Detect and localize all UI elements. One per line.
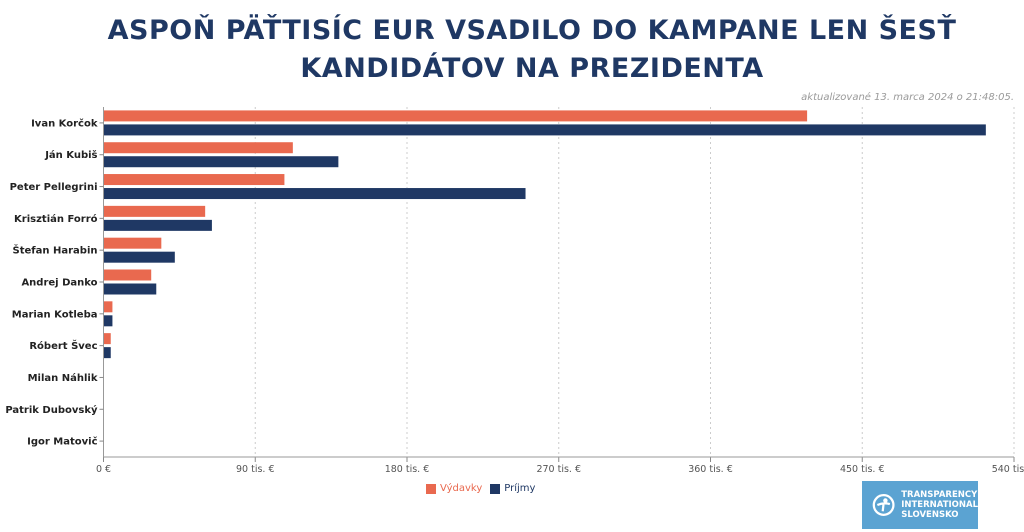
category-label: Milan Náhlik — [28, 372, 98, 384]
globe-figure-icon — [872, 494, 895, 516]
bar-prijmy — [104, 188, 526, 200]
bar-vydavky — [104, 237, 162, 249]
x-tick-label: 360 tis. € — [688, 464, 733, 475]
bar-prijmy — [104, 315, 113, 327]
bar-prijmy — [104, 156, 339, 168]
legend-label-vydavky: Výdavky — [440, 483, 483, 494]
category-label: Marian Kotleba — [12, 309, 98, 320]
category-label: Ján Kubiš — [44, 149, 97, 161]
category-label: Krisztián Forró — [14, 213, 98, 225]
x-tick-label: 540 tis. € — [992, 464, 1024, 475]
category-label: Štefan Harabin — [13, 244, 98, 257]
x-tick-label: 270 tis. € — [536, 464, 581, 475]
logo-line-2: INTERNATIONAL — [901, 500, 978, 510]
bar-prijmy — [104, 283, 157, 295]
bar-prijmy — [104, 347, 111, 359]
legend-item-vydavky[interactable]: Výdavky — [426, 483, 482, 494]
legend: Výdavky Príjmy — [426, 483, 535, 494]
category-label: Róbert Švec — [29, 339, 97, 352]
transparency-international-logo[interactable]: TRANSPARENCY INTERNATIONAL SLOVENSKO — [862, 481, 978, 529]
title-line-2: KANDIDÁTOV NA PREZIDENTA — [300, 53, 764, 84]
logo-line-1: TRANSPARENCY — [901, 490, 978, 500]
bar-vydavky — [104, 301, 113, 313]
category-label: Andrej Danko — [21, 278, 97, 289]
bar-prijmy — [104, 251, 175, 263]
x-tick-label: 90 tis. € — [236, 464, 275, 475]
legend-item-prijmy[interactable]: Príjmy — [490, 483, 535, 494]
bar-vydavky — [104, 110, 808, 122]
bar-prijmy — [104, 219, 212, 231]
title-line-1: ASPOŇ PÄŤTISÍC EUR VSADILO DO KAMPANE LE… — [107, 15, 957, 46]
category-label: Peter Pellegrini — [10, 182, 98, 193]
category-label: Ivan Korčok — [31, 117, 98, 129]
bar-vydavky — [104, 142, 293, 154]
legend-label-prijmy: Príjmy — [504, 483, 536, 494]
x-tick-label: 180 tis. € — [385, 464, 430, 475]
bar-vydavky — [104, 205, 206, 217]
bar-vydavky — [104, 174, 285, 186]
updated-timestamp: aktualizované 13. marca 2024 o 21:48:05. — [801, 92, 1014, 103]
x-tick-label: 0 € — [96, 464, 111, 475]
category-label: Igor Matovič — [27, 436, 97, 448]
category-label: Patrik Dubovský — [5, 404, 98, 416]
logo-line-3: SLOVENSKO — [901, 510, 959, 520]
bar-vydavky — [104, 269, 152, 281]
bar-prijmy — [104, 124, 986, 136]
legend-swatch-vydavky — [426, 483, 436, 494]
legend-swatch-prijmy — [490, 483, 501, 494]
bar-vydavky — [104, 333, 111, 345]
x-tick-label: 450 tis. € — [840, 464, 885, 475]
chart-title: ASPOŇ PÄŤTISÍC EUR VSADILO DO KAMPANE LE… — [0, 12, 1024, 88]
